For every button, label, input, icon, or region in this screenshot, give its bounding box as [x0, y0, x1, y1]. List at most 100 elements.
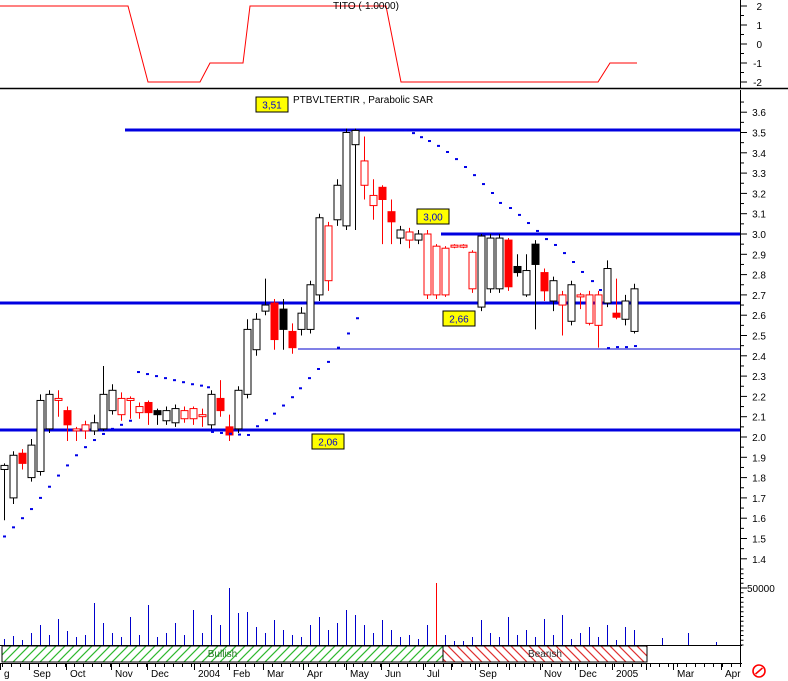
candle-body [585, 294, 594, 324]
price-axis-label: 3.4 [752, 149, 766, 160]
sar-dot [137, 371, 140, 374]
sar-dot [191, 383, 194, 386]
sar-dot [247, 433, 250, 436]
sar-dot [446, 150, 449, 153]
price-axis-label: 2.0 [752, 433, 766, 444]
sar-dot [536, 229, 539, 232]
date-axis-label: Nov [115, 669, 133, 680]
price-axis-label: 3.0 [752, 230, 766, 241]
price-axis-label: 2.8 [752, 271, 766, 282]
sar-dot [173, 379, 176, 382]
candle-body [549, 280, 558, 302]
candle-body [612, 312, 621, 318]
candle-body [567, 284, 576, 322]
sar-dot [455, 158, 458, 161]
sar-dot [327, 360, 330, 363]
sar-dot [273, 412, 276, 415]
sar-dot [607, 347, 610, 350]
price-axis-label: 2.2 [752, 392, 766, 403]
date-axis-label: Mar [267, 669, 285, 680]
candle-body [522, 270, 531, 296]
price-axis-label: 1.4 [752, 555, 766, 566]
sar-dot [238, 433, 241, 436]
sar-dot [581, 270, 584, 273]
candle-body [594, 294, 603, 326]
price-axis-label: 3.3 [752, 169, 766, 180]
sar-dot [616, 346, 619, 349]
candle-body [117, 397, 126, 416]
sar-dot [482, 183, 485, 186]
sar-dot [437, 144, 440, 147]
candle-body [576, 294, 585, 298]
sar-dot [155, 375, 158, 378]
price-axis-label: 2.4 [752, 352, 766, 363]
price-level-tag-text: 3,00 [423, 213, 443, 224]
price-level-tag-3-00: 3,00 [416, 208, 450, 225]
sar-dot [518, 213, 521, 216]
indicator-axis-label: 1 [756, 21, 762, 32]
sar-dot [299, 387, 302, 390]
indicator-y-axis: 2 1 0 -1 -2 [740, 2, 762, 89]
candle-body [99, 393, 108, 430]
volume-axis-label: 50000 [747, 584, 775, 595]
price-axis-label: 1.8 [752, 474, 766, 485]
sar-dot [164, 377, 167, 380]
sar-dot [146, 373, 149, 376]
candle-body [252, 318, 261, 351]
sar-dot [21, 517, 24, 520]
watermark-icon [752, 664, 766, 678]
price-axis-label: 2.5 [752, 332, 766, 343]
candle-body [306, 284, 315, 330]
sar-dot [39, 496, 42, 499]
sar-dot [356, 317, 359, 320]
candle-body [288, 330, 297, 349]
sar-dot [473, 174, 476, 177]
sar-dot [545, 238, 548, 241]
candle-body [216, 397, 225, 412]
date-axis-label: Apr [307, 669, 323, 680]
sar-dot [229, 432, 232, 435]
candle-body [324, 225, 333, 282]
candle-body [423, 233, 432, 296]
sar-dot [93, 439, 96, 442]
sar-dot [3, 535, 6, 538]
sar-dot [347, 332, 350, 335]
price-axis-label: 1.6 [752, 514, 766, 525]
date-axis-label: Dec [579, 669, 597, 680]
price-level-tag-text: 2,66 [449, 315, 469, 326]
candle-body [171, 408, 180, 424]
price-axis-label: 2.3 [752, 372, 766, 383]
date-axis-label: g [4, 669, 10, 680]
price-axis-label: 2.7 [752, 291, 766, 302]
candle-body [531, 243, 540, 265]
price-axis-label: 1.9 [752, 453, 766, 464]
candle-body [225, 426, 234, 436]
sar-dot [412, 132, 415, 135]
candle-body [396, 229, 405, 239]
price-level-tag-2-06: 2,06 [311, 433, 345, 450]
sar-dot [291, 396, 294, 399]
candle-body [144, 401, 153, 414]
sar-dot [337, 346, 340, 349]
candle-body [63, 410, 72, 426]
indicator-axis-label: 2 [756, 2, 762, 13]
sar-dot [634, 345, 637, 348]
sar-dot [120, 423, 123, 426]
sar-dot [48, 485, 51, 488]
indicator-axis-label: 0 [756, 40, 762, 51]
candle-body [198, 414, 207, 418]
candle-body [189, 408, 198, 420]
candle-body [108, 389, 117, 412]
sar-dot [563, 252, 566, 255]
candle-body [360, 160, 369, 186]
parabolic-sar-dots [3, 129, 637, 538]
sar-dot [599, 289, 602, 292]
sar-dot [591, 280, 594, 283]
candle-body [630, 288, 639, 332]
date-axis-label: Jul [427, 669, 440, 680]
sar-dot [499, 201, 502, 204]
sar-dot [464, 166, 467, 169]
sar-dot [308, 377, 311, 380]
candle-body [207, 393, 216, 426]
